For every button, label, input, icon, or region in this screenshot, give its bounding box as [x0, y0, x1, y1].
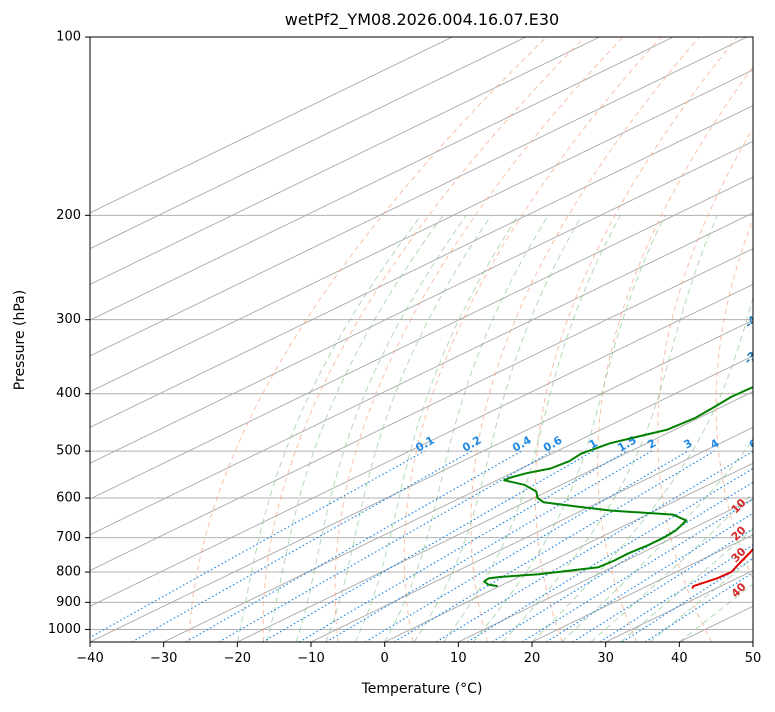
y-tick-label: 800 — [56, 565, 81, 580]
y-tick-label: 300 — [56, 312, 81, 327]
x-axis-label: Temperature (°C) — [361, 681, 483, 697]
x-tick-label: 40 — [671, 651, 688, 666]
y-tick-label: 1000 — [48, 622, 81, 637]
y-tick-label: 600 — [56, 491, 81, 506]
x-tick-label: −30 — [150, 651, 177, 666]
y-tick-label: 700 — [56, 530, 81, 545]
y-tick-label: 900 — [56, 595, 81, 610]
y-tick-label: 200 — [56, 208, 81, 223]
y-axis-label: Pressure (hPa) — [12, 290, 28, 390]
x-tick-label: 20 — [524, 651, 541, 666]
x-tick-label: −10 — [297, 651, 324, 666]
x-tick-label: −20 — [224, 651, 251, 666]
x-tick-label: −40 — [76, 651, 103, 666]
x-tick-label: 0 — [381, 651, 389, 666]
y-tick-label: 500 — [56, 444, 81, 459]
x-tick-label: 30 — [597, 651, 614, 666]
x-tick-label: 10 — [450, 651, 467, 666]
y-tick-label: 100 — [56, 30, 81, 45]
y-tick-label: 400 — [56, 386, 81, 401]
chart-title: wetPf2_YM08.2026.004.16.07.E30 — [285, 10, 559, 30]
x-tick-label: 50 — [745, 651, 762, 666]
